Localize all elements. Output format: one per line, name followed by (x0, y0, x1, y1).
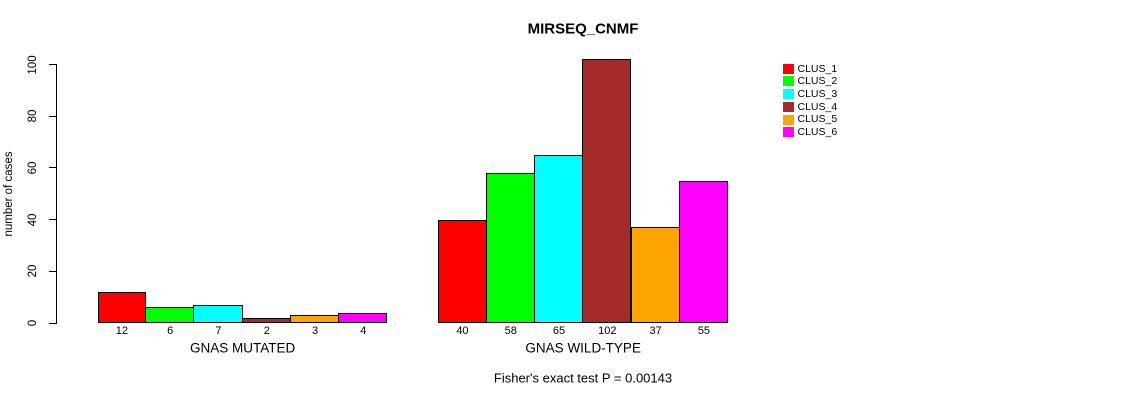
legend-label: CLUS_3 (797, 87, 838, 100)
bar-value-label: 6 (167, 324, 174, 337)
fisher-test-annotation: Fisher's exact test P = 0.00143 (493, 370, 673, 386)
bar-clus_6-group1 (338, 312, 388, 323)
y-tick-mark (48, 322, 56, 324)
legend-swatch-icon (782, 101, 794, 112)
y-tick-label: 80 (27, 109, 39, 123)
legend-swatch-icon (782, 114, 794, 125)
group-label-1: GNAS MUTATED (189, 340, 296, 356)
y-tick-label: 40 (27, 213, 39, 226)
legend-label: CLUS_4 (797, 100, 838, 113)
y-tick-mark (48, 219, 56, 221)
legend-label: CLUS_2 (797, 75, 838, 88)
bar-value-label: 4 (360, 324, 367, 337)
bar-value-label: 58 (504, 324, 517, 337)
legend-swatch-icon (782, 76, 794, 87)
y-tick-mark (48, 115, 56, 117)
y-axis-line (55, 64, 57, 324)
bar-value-label: 2 (263, 324, 270, 337)
legend-label: CLUS_6 (797, 126, 838, 138)
legend-item-clus_4: CLUS_4 (782, 100, 838, 113)
bar-clus_5-group2 (630, 227, 680, 323)
bar-value-label: 55 (697, 324, 711, 337)
y-tick-label: 0 (27, 319, 39, 327)
legend-label: CLUS_1 (797, 62, 838, 75)
legend-swatch-icon (782, 63, 794, 74)
bar-value-label: 3 (311, 324, 319, 337)
y-tick-label: 100 (27, 54, 39, 75)
bar-clus_2-group1 (145, 307, 195, 323)
bar-value-label: 65 (552, 324, 566, 337)
chart-title: MIRSEQ_CNMF (527, 20, 639, 38)
bar-clus_1-group1 (97, 291, 146, 323)
y-axis-label: number of cases (3, 151, 15, 237)
bar-value-label: 37 (649, 324, 662, 337)
group-label-2: GNAS WILD-TYPE (525, 340, 641, 356)
legend-item-clus_6: CLUS_6 (782, 126, 838, 138)
bar-clus_4-group1 (241, 317, 291, 323)
legend-item-clus_3: CLUS_3 (782, 87, 838, 100)
y-tick-mark (48, 167, 56, 169)
legend-label: CLUS_5 (797, 113, 838, 126)
legend-item-clus_2: CLUS_2 (782, 75, 838, 88)
bar-clus_3-group1 (193, 304, 243, 323)
bar-value-label: 40 (456, 324, 469, 337)
bar-clus_1-group2 (438, 219, 487, 323)
bar-clus_6-group2 (678, 180, 729, 323)
legend-item-clus_1: CLUS_1 (782, 62, 838, 75)
y-tick-label: 20 (27, 264, 39, 278)
y-tick-mark (48, 64, 56, 65)
bar-clus_5-group1 (289, 315, 340, 323)
legend-swatch-icon (782, 89, 794, 100)
bar-value-label: 102 (598, 324, 617, 337)
bar-clus_3-group2 (533, 154, 584, 323)
legend-item-clus_5: CLUS_5 (782, 113, 838, 126)
legend-swatch-icon (782, 127, 794, 138)
bar-value-label: 12 (115, 324, 128, 337)
bar-clus_2-group2 (485, 173, 535, 323)
y-tick-label: 60 (27, 161, 39, 175)
bar-value-label: 7 (215, 324, 222, 337)
bar-clus_4-group2 (582, 59, 632, 323)
y-tick-mark (48, 270, 56, 272)
